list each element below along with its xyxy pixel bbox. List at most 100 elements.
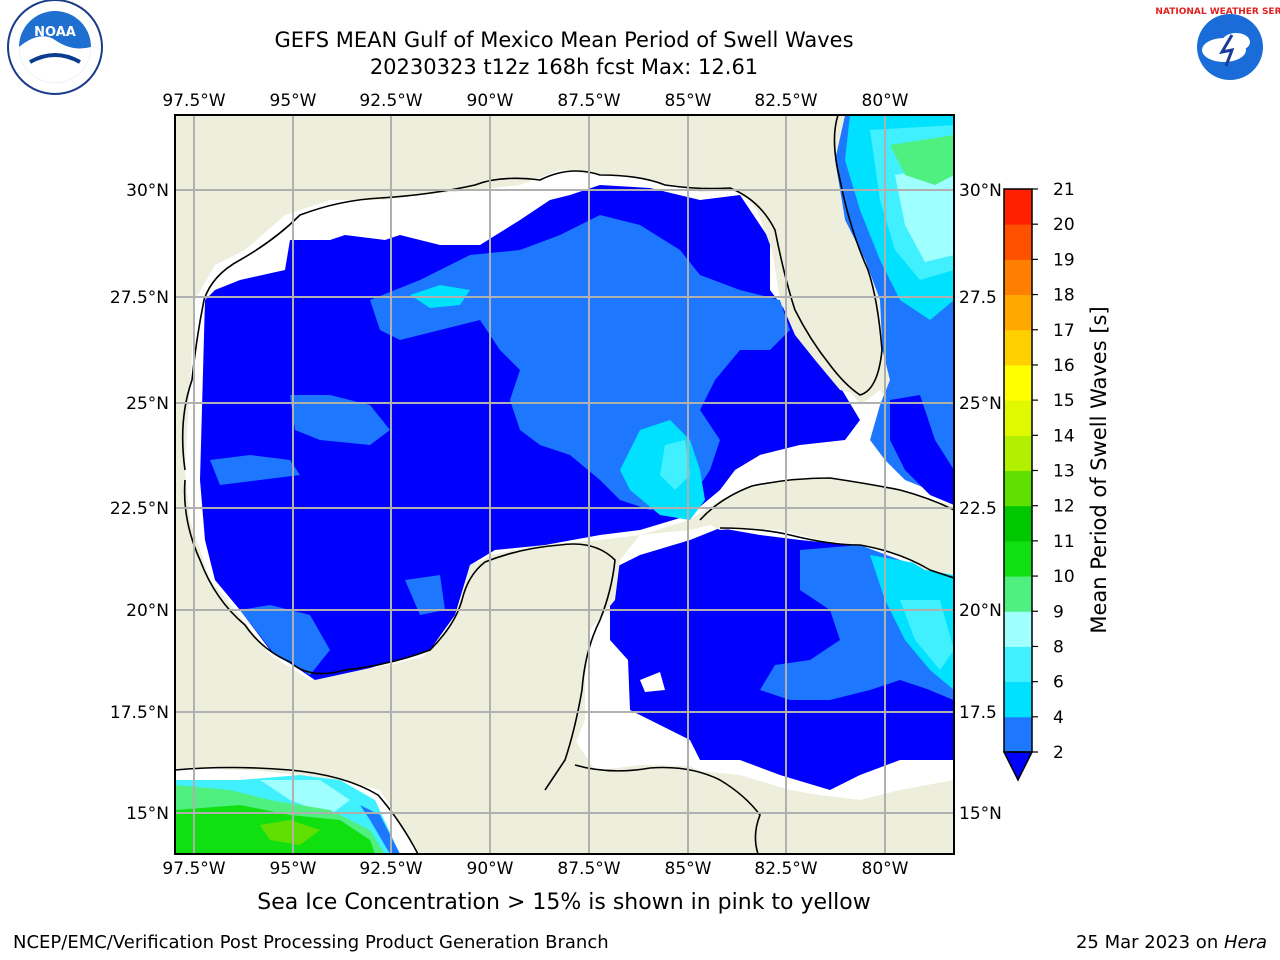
lon-label: 82.5°W: [754, 91, 817, 111]
colorbar-tick-label: 17: [1053, 321, 1075, 341]
colorbar-tick-label: 16: [1053, 356, 1075, 376]
lon-label: 82.5°W: [754, 859, 817, 879]
colorbar-tick-label: 6: [1053, 673, 1064, 693]
florida-land: [700, 115, 882, 395]
lat-labels-left: 30°N 27.5°N 25°N 22.5°N 20°N 17.5°N 15°N: [110, 181, 169, 824]
gridlines: [175, 115, 954, 854]
colorbar-tick-label: 20: [1053, 215, 1075, 235]
lat-label: 17.5°N: [110, 703, 169, 723]
gulf-nodata-patch: [760, 445, 815, 475]
colorbar-tick-label: 14: [1053, 426, 1075, 446]
lat-label: 22.5: [959, 499, 997, 519]
colorbar-segment: [1004, 189, 1032, 225]
lat-label: 30°N: [959, 181, 1002, 201]
lon-label: 87.5°W: [557, 859, 620, 879]
lon-labels-bottom: 97.5°W 95°W 92.5°W 90°W 87.5°W 85°W 82.5…: [162, 859, 908, 879]
yucatan-land: [175, 545, 620, 854]
carib-period-8-9: [900, 600, 954, 670]
lat-labels-right: 30°N 27.5 25°N 22.5 20°N 17.5 15°N: [959, 181, 1002, 824]
coastlines: [175, 115, 954, 854]
pacific-period-9-10: [260, 780, 350, 815]
lon-label: 92.5°W: [359, 859, 422, 879]
footer-host: Hera: [1223, 932, 1267, 953]
lat-label: 20°N: [126, 601, 169, 621]
colorbar-tick-label: 18: [1053, 286, 1075, 306]
colorbar-segment: [1004, 576, 1032, 612]
gulf-patch-west: [290, 395, 390, 445]
lon-label: 85°W: [665, 91, 712, 111]
cuba-land: [700, 478, 954, 575]
lat-label: 22.5°N: [110, 499, 169, 519]
gulf-patch-sw: [240, 605, 330, 675]
nws-logo-icon: NATIONAL WEATHER SERVICE: [1155, 0, 1280, 94]
colorbar-tick-label: 2: [1053, 743, 1064, 763]
colorbar-tick-label: 19: [1053, 250, 1075, 270]
sea-ice-caption: Sea Ice Concentration > 15% is shown in …: [257, 890, 871, 915]
colorbar-tick-label: 21: [1053, 180, 1075, 200]
colorbar-tick-label: 12: [1053, 497, 1075, 517]
colorbar-tick-label: 10: [1053, 567, 1075, 587]
lon-label: 80°W: [862, 859, 909, 879]
gulf-patch-south: [405, 575, 445, 615]
colorbar-segment: [1004, 505, 1032, 542]
colorbar-tick-label: 13: [1053, 462, 1075, 482]
colorbar-segment: [1004, 400, 1032, 436]
colorbar-segment: [1004, 329, 1032, 366]
gulf-patch-nw: [210, 455, 300, 485]
lon-label: 95°W: [270, 91, 317, 111]
colorbar-segment: [1004, 681, 1032, 718]
lon-label: 87.5°W: [557, 91, 620, 111]
colorbar-segment: [1004, 470, 1032, 507]
map-subtitle: 20230323 t12z 168h fcst Max: 12.61: [369, 55, 759, 79]
colorbar-extend-triangle: [1002, 751, 1034, 782]
lon-label: 80°W: [862, 91, 909, 111]
honduras-land: [520, 760, 760, 854]
lon-label: 90°W: [467, 859, 514, 879]
lat-label: 15°N: [959, 804, 1002, 824]
colorbar-segment: [1004, 294, 1032, 331]
lon-label: 97.5°W: [162, 91, 225, 111]
colorbar-segment: [1004, 224, 1032, 260]
colorbar-segment: [1004, 540, 1032, 577]
map-title: GEFS MEAN Gulf of Mexico Mean Period of …: [274, 28, 854, 52]
colorbar-segment: [1004, 611, 1032, 647]
colorbar-tick-label: 11: [1053, 532, 1075, 552]
colorbar-tick-label: 8: [1053, 637, 1064, 657]
lon-label: 92.5°W: [359, 91, 422, 111]
atlantic-patch: [890, 395, 954, 505]
lat-label: 27.5°N: [110, 288, 169, 308]
lat-label: 25°N: [126, 394, 169, 414]
svg-text:NOAA: NOAA: [34, 25, 76, 40]
lat-label: 30°N: [126, 181, 169, 201]
pacific-period-12-13: [260, 820, 320, 845]
colorbar: 2 4 6 8 9 10 11 12 13 14 15 16 17 18 19 20 21: [1002, 180, 1075, 782]
carib-nodata-patch: [640, 672, 665, 692]
lat-label: 15°N: [126, 804, 169, 824]
colorbar-tick-label: 9: [1053, 602, 1064, 622]
colorbar-segment: [1004, 716, 1032, 753]
colorbar-label: Mean Period of Swell Waves [s]: [1087, 306, 1111, 633]
footer-date-text: 25 Mar 2023 on: [1075, 932, 1224, 953]
map-area: [175, 115, 954, 854]
colorbar-segment: [1004, 435, 1032, 471]
colorbar-segment: [1004, 259, 1032, 296]
lon-label: 85°W: [665, 859, 712, 879]
colorbar-tick-label: 15: [1053, 391, 1075, 411]
lon-label: 90°W: [467, 91, 514, 111]
footer-date: 25 Mar 2023 on Hera: [1076, 932, 1267, 953]
colorbar-tick-label: 4: [1053, 708, 1064, 728]
lat-label: 27.5: [959, 288, 997, 308]
lon-label: 97.5°W: [162, 859, 225, 879]
colorbar-segment: [1004, 364, 1032, 401]
lat-label: 17.5: [959, 703, 997, 723]
svg-text:NATIONAL WEATHER SERVICE: NATIONAL WEATHER SERVICE: [1155, 7, 1280, 17]
lat-label: 25°N: [959, 394, 1002, 414]
lon-label: 95°W: [270, 859, 317, 879]
gulf-period-8-9: [660, 440, 690, 490]
footer-credit: NCEP/EMC/Verification Post Processing Pr…: [13, 932, 609, 953]
colorbar-segment: [1004, 646, 1032, 683]
noaa-logo-icon: NOAA: [7, 0, 103, 95]
lat-label: 20°N: [959, 601, 1002, 621]
map-frame: [174, 114, 955, 855]
